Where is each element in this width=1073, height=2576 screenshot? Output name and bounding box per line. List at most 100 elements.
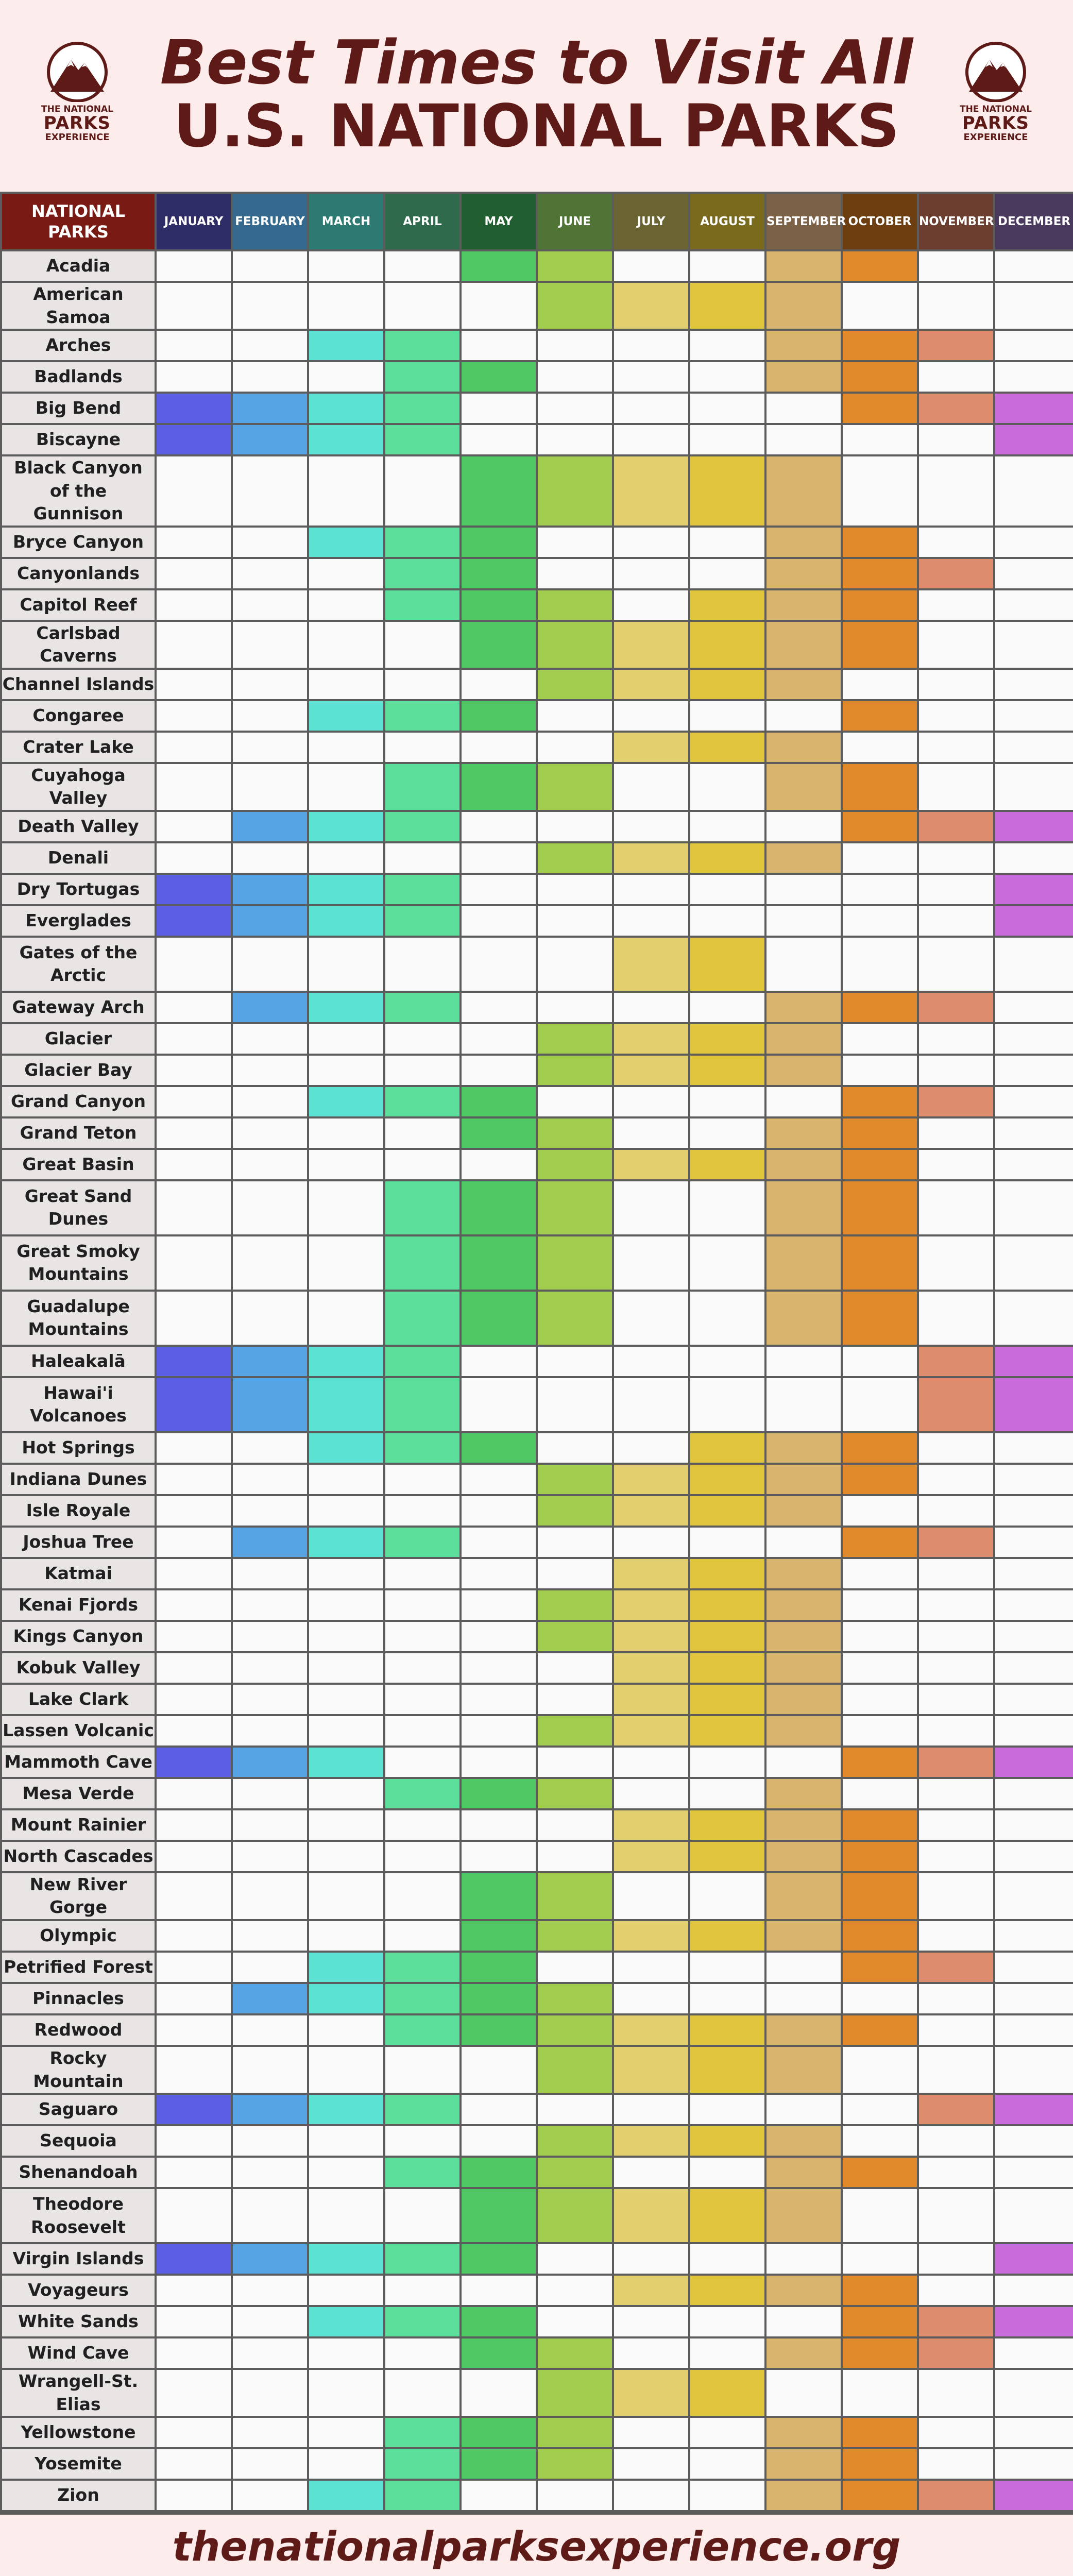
month-cell (993, 841, 1073, 875)
park-name: Kenai Fjords (0, 1588, 157, 1622)
best-month-cell (688, 1839, 767, 1873)
table-row: Olympic (0, 1919, 1073, 1953)
best-month-cell (612, 2013, 690, 2047)
table-row: Mesa Verde (0, 1776, 1073, 1810)
best-month-cell (917, 1951, 995, 1985)
month-cell (383, 1682, 462, 1716)
month-cell (612, 761, 690, 812)
month-cell (917, 2156, 995, 2190)
best-month-cell (841, 2479, 919, 2513)
month-cell (841, 841, 919, 875)
month-cell (993, 1839, 1073, 1873)
month-cell (993, 280, 1073, 331)
park-name: White Sands (0, 2305, 157, 2339)
month-cell (841, 1494, 919, 1528)
park-name: Capitol Reef (0, 588, 157, 622)
table-row: Denali (0, 841, 1073, 875)
month-cell (764, 423, 843, 457)
month-cell (993, 935, 1073, 993)
table-row: Gateway Arch (0, 990, 1073, 1024)
month-cell (612, 360, 690, 394)
best-month-cell (307, 1525, 385, 1559)
best-month-cell (688, 1556, 767, 1590)
month-cell (307, 667, 385, 701)
month-cell (917, 2045, 995, 2095)
month-cell (231, 1951, 309, 1985)
month-cell (688, 525, 767, 559)
park-column-header: NATIONAL PARKS (0, 192, 157, 251)
best-month-cell (917, 1376, 995, 1433)
best-month-cell (459, 1776, 538, 1810)
month-cell (917, 1289, 995, 1347)
month-cell (231, 1808, 309, 1842)
month-cell (688, 2416, 767, 2450)
month-cell (917, 1808, 995, 1842)
month-cell (688, 1525, 767, 1559)
month-cell (459, 730, 538, 764)
month-cell (231, 2479, 309, 2513)
best-month-cell (383, 2479, 462, 2513)
table-row: Carlsbad Caverns (0, 619, 1073, 670)
park-name: Wind Cave (0, 2336, 157, 2370)
month-cell (459, 1462, 538, 1496)
park-name: Joshua Tree (0, 1525, 157, 1559)
month-cell (231, 2305, 309, 2339)
best-month-cell (688, 1053, 767, 1087)
best-month-cell (536, 1776, 614, 1810)
month-header: JUNE (536, 192, 614, 251)
park-name: Grand Teton (0, 1116, 157, 1150)
month-cell (841, 1714, 919, 1748)
best-month-cell (688, 1714, 767, 1748)
month-cell (155, 1808, 233, 1842)
month-cell (307, 360, 385, 394)
best-month-cell (231, 2242, 309, 2276)
best-month-cell (536, 1147, 614, 1181)
month-cell (307, 1179, 385, 1236)
month-cell (917, 2013, 995, 2047)
month-cell (688, 1951, 767, 1985)
park-name: Death Valley (0, 809, 157, 843)
best-month-cell (841, 1839, 919, 1873)
footer-url[interactable]: thenationalparksexperience.org (172, 2524, 901, 2570)
best-month-cell (383, 588, 462, 622)
park-name: Isle Royale (0, 1494, 157, 1528)
month-header: OCTOBER (841, 192, 919, 251)
best-month-cell (612, 935, 690, 993)
best-month-cell (841, 1084, 919, 1118)
logo-left: THE NATIONAL PARKS EXPERIENCE (41, 40, 113, 148)
month-cell (993, 1116, 1073, 1150)
table-row: Pinnacles (0, 1982, 1073, 2016)
month-cell (231, 2124, 309, 2158)
park-name: North Cascades (0, 1839, 157, 1873)
month-cell (459, 1376, 538, 1433)
month-cell (688, 1982, 767, 2016)
month-cell (688, 1289, 767, 1347)
table-row: Everglades (0, 904, 1073, 938)
best-month-cell (536, 1116, 614, 1150)
month-cell (231, 935, 309, 993)
month-cell (612, 1116, 690, 1150)
month-cell (155, 454, 233, 528)
month-cell (383, 1147, 462, 1181)
best-month-cell (688, 588, 767, 622)
best-month-cell (917, 2479, 995, 2513)
park-name: Petrified Forest (0, 1951, 157, 1985)
month-cell (155, 2045, 233, 2095)
month-cell (155, 525, 233, 559)
best-month-cell (536, 2336, 614, 2370)
month-cell (536, 2093, 614, 2127)
month-cell (536, 329, 614, 363)
best-month-cell (459, 2242, 538, 2276)
best-month-cell (536, 2368, 614, 2418)
month-cell (841, 935, 919, 993)
month-cell (764, 1745, 843, 1779)
table-row: Big Bend (0, 392, 1073, 426)
table-row: Lake Clark (0, 1682, 1073, 1716)
best-month-cell (612, 1588, 690, 1622)
month-cell (383, 841, 462, 875)
best-month-cell (612, 1556, 690, 1590)
month-cell (993, 1053, 1073, 1087)
month-cell (993, 1808, 1073, 1842)
best-month-cell (536, 1871, 614, 1922)
month-cell (612, 1745, 690, 1779)
